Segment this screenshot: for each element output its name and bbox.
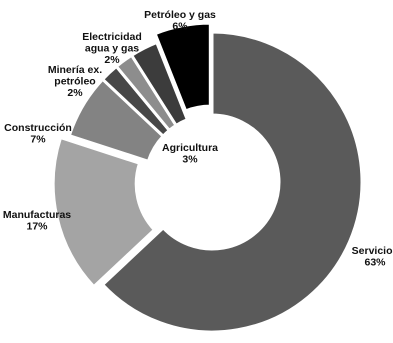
slice-label-line: 2% [67,87,83,99]
slice-label-line: Petróleo y gas [144,9,216,21]
slice-label-line: Agricultura [162,142,218,154]
slice-label-manufacturas: Manufacturas 17% [3,209,71,233]
slice-label-agricultura: Agricultura 3% [162,142,218,166]
slice-label-line: Manufacturas [3,209,71,221]
slice-label-mineria-ex-petroleo: Minería ex. petróleo 2% [48,64,102,99]
slice-label-line: petróleo [54,76,95,88]
slice-servicios [100,30,364,334]
slice-label-line: Construcción [4,122,72,134]
slice-label-construccion: Construcción 7% [4,122,72,146]
slice-label-line: 2% [104,54,120,66]
slice-manufacturas [51,135,157,289]
chart-slices [51,21,364,334]
slice-label-line: 3% [182,154,198,166]
slice-label-line: Minería ex. [48,64,102,76]
slice-agricultura [129,40,190,128]
slice-label-petroleo-y-gas: Petróleo y gas 6% [144,9,216,33]
slice-label-line: 17% [26,221,48,233]
slice-petroleo-y-gas [153,21,212,113]
slice-label-line: 6% [172,21,188,33]
slice-label-line: 63% [364,257,386,269]
slice-label-servicios: Servicios63% [352,245,393,269]
slice-label-line: agua y gas [85,43,139,55]
slice-label-line: 7% [30,134,46,146]
slice-label-electricidad-agua-y-gas: Electricidad agua y gas 2% [82,31,142,66]
slice-label-line: Servicios [352,245,393,257]
slice-label-line: Electricidad [82,31,142,43]
